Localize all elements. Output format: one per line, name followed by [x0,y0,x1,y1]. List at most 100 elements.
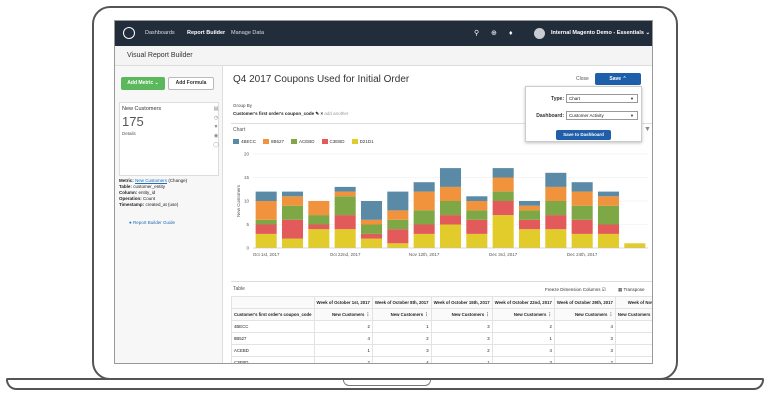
bar-segment[interactable] [387,229,409,244]
metric-details-link[interactable]: Details [122,131,136,136]
bar-segment[interactable] [466,196,488,201]
bar-segment[interactable] [545,229,567,248]
legend-item[interactable]: 4BECC [233,139,256,145]
metric-subheader[interactable]: New Customers ⋮ [614,308,652,321]
freeze-columns-toggle[interactable]: Freeze Dimension Columns ☑ [545,287,606,293]
bar-segment[interactable] [360,219,383,225]
bar-segment[interactable] [413,191,435,211]
bar-segment[interactable] [466,219,488,234]
metric-subheader[interactable]: New Customers ⋮ [371,308,432,321]
bar-segment[interactable] [518,210,541,220]
history-icon[interactable]: ◷ [213,115,219,121]
bar-segment[interactable] [360,233,383,239]
bar-segment[interactable] [518,205,541,211]
column-header[interactable]: Week of October 29th, 2017 [553,296,616,309]
nav-manage-data[interactable]: Manage Data [231,30,265,36]
bar-segment[interactable] [360,201,383,220]
bar-segment[interactable] [413,182,435,192]
report-builder-guide-link[interactable]: ● Report Builder Guide [129,220,175,225]
trash-icon[interactable]: ▤ [213,106,219,112]
nav-dashboards[interactable]: Dashboards [145,30,175,36]
bar-segment[interactable] [545,172,567,187]
bar-segment[interactable] [492,191,514,201]
bar-segment[interactable] [255,224,277,234]
bar-segment[interactable] [571,191,593,206]
metric-link[interactable]: New Customers [135,178,168,183]
search-icon[interactable]: ⚲ [474,30,480,37]
column-header[interactable]: Week of October 8th, 2017 [371,296,432,309]
bar-segment[interactable] [492,177,514,192]
avatar[interactable] [534,28,545,39]
bar-segment[interactable] [334,215,356,230]
legend-item[interactable]: D21D1 [351,139,374,145]
column-header[interactable]: Week of October 15th, 2017 [430,296,493,309]
filter-icon[interactable]: ▼ [644,126,651,133]
bar-segment[interactable] [413,210,435,225]
bar-segment[interactable] [281,196,304,206]
bar-segment[interactable] [255,191,277,201]
edit-icon[interactable]: ✎ [315,111,320,116]
bar-segment[interactable] [387,210,409,220]
change-link[interactable]: (Change) [168,178,188,183]
metric-subheader[interactable]: New Customers ⋮ [553,308,616,321]
bar-segment[interactable] [571,219,593,234]
metric-card[interactable]: New Customers 175 Details ▤ ◷ ▼ ◉ ◯ [119,102,219,176]
bar-segment[interactable] [466,201,488,211]
bar-segment[interactable] [518,219,541,230]
bar-segment[interactable] [545,215,567,230]
metric-subheader[interactable]: New Customers ⋮ [491,308,555,321]
remove-icon[interactable]: × [320,111,324,116]
save-button[interactable]: Save ⌃ [595,73,641,85]
bar-segment[interactable] [360,224,383,234]
add-metric-button[interactable]: Add Metric ⌄ [121,77,165,90]
bar-segment[interactable] [466,233,488,248]
bar-segment[interactable] [597,205,620,225]
bar-segment[interactable] [413,224,435,234]
bar-segment[interactable] [255,233,277,248]
bar-segment[interactable] [308,224,330,230]
bar-segment[interactable] [308,229,330,248]
bar-segment[interactable] [439,215,462,225]
bar-segment[interactable] [387,191,409,211]
bar-segment[interactable] [492,168,514,178]
bar-segment[interactable] [334,196,356,216]
bar-segment[interactable] [439,186,462,201]
bar-segment[interactable] [492,201,514,216]
bar-segment[interactable] [334,186,356,192]
group-by-chip[interactable]: Customer's first order's coupon_code ✎ ×… [233,111,348,117]
bar-segment[interactable] [281,191,304,197]
bar-segment[interactable] [281,205,304,220]
filter-icon[interactable]: ▼ [213,124,219,130]
bar-segment[interactable] [571,233,593,248]
help-icon[interactable]: ⊕ [491,30,497,37]
bar-segment[interactable] [439,224,462,249]
notification-bell-icon[interactable]: ♦ [509,30,513,37]
bar-segment[interactable] [439,168,462,187]
bar-segment[interactable] [255,219,277,225]
column-header[interactable]: Week of Nove [614,296,652,309]
bar-segment[interactable] [624,243,646,248]
bar-segment[interactable] [571,205,593,220]
nav-report-builder[interactable]: Report Builder [187,30,226,36]
add-another-link[interactable]: add another [324,111,349,116]
close-button[interactable]: Close [576,76,589,82]
bar-segment[interactable] [334,191,356,197]
bar-segment[interactable] [597,196,620,206]
legend-item[interactable]: C3EBD [321,139,345,145]
bar-segment[interactable] [387,219,409,230]
bar-segment[interactable] [334,229,356,248]
legend-item[interactable]: 8B527 [263,139,284,145]
type-select[interactable]: Chart ▼ [566,94,638,103]
bar-segment[interactable] [281,219,304,239]
dashboard-select[interactable]: Customer Activity ▼ [566,111,638,120]
metric-subheader[interactable]: New Customers ⋮ [430,308,493,321]
bar-segment[interactable] [281,238,304,248]
column-header[interactable]: Week of October 22nd, 2017 [491,296,555,309]
report-title[interactable]: Q4 2017 Coupons Used for Initial Order [233,74,410,85]
bar-segment[interactable] [597,224,620,234]
bar-segment[interactable] [439,201,462,216]
bar-segment[interactable] [387,243,409,248]
bar-segment[interactable] [492,215,514,248]
bar-segment[interactable] [308,215,330,225]
metric-subheader[interactable]: New Customers ⋮ [313,308,373,321]
